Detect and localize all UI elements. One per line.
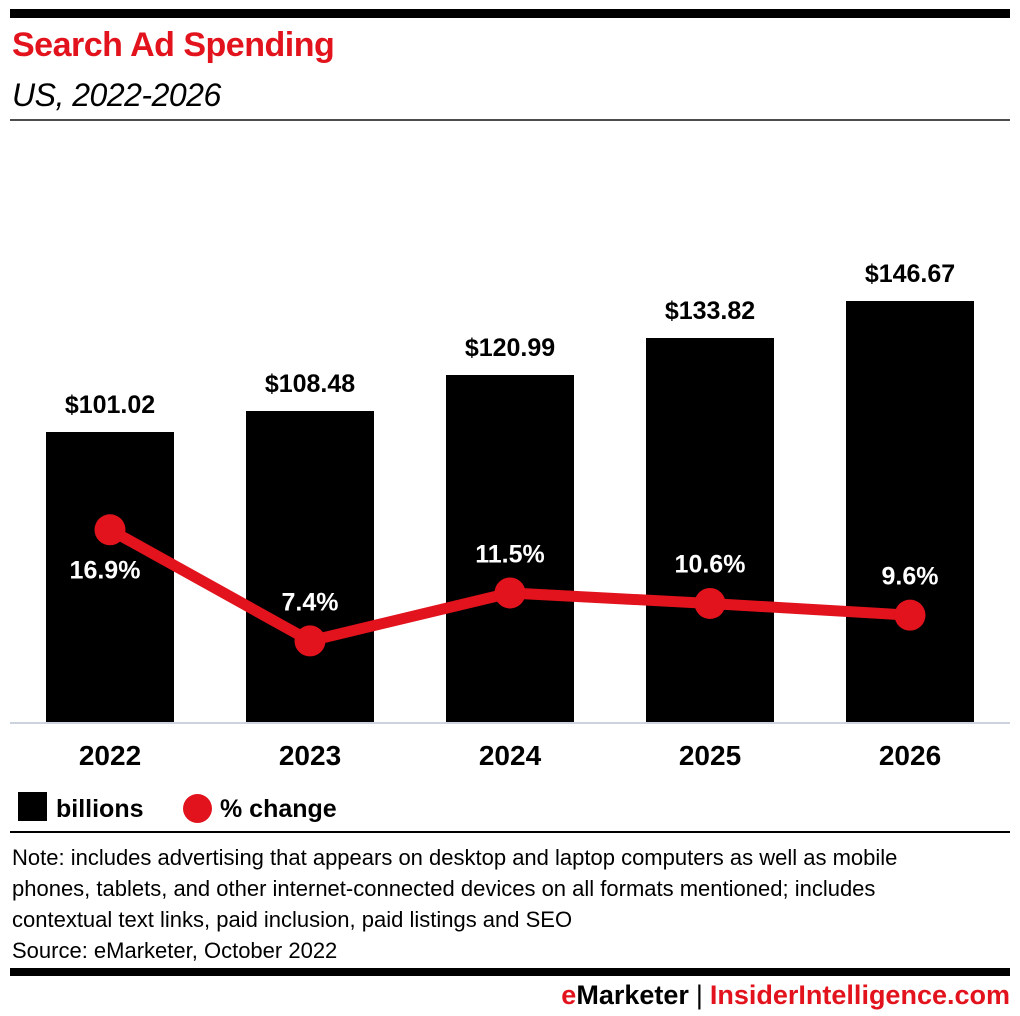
footer-separator: |: [695, 980, 703, 1010]
bar-2025: [646, 337, 774, 722]
top-accent-bar: [10, 9, 1010, 18]
pct-change-label-2025: 10.6%: [674, 550, 746, 579]
pct-change-label-2026: 9.6%: [881, 562, 939, 591]
pct-change-label-2024: 11.5%: [475, 540, 545, 569]
chart-note: Note: includes advertising that appears …: [12, 842, 1002, 935]
legend-swatch-billions: [18, 792, 47, 821]
pct-change-label-2022: 16.9%: [69, 556, 141, 585]
x-axis-tick-2026: 2026: [878, 740, 942, 771]
x-axis-tick-2023: 2023: [278, 740, 342, 771]
brand-emarketer-rest: Marketer: [576, 980, 689, 1010]
note-line-1: Note: includes advertising that appears …: [12, 845, 898, 870]
bar-value-label-2025: $133.82: [664, 296, 756, 325]
footer-site-link[interactable]: InsiderIntelligence.com: [709, 980, 1010, 1010]
bar-value-label-2026: $146.67: [864, 260, 956, 289]
x-axis-tick-2025: 2025: [678, 740, 742, 771]
bar-2026: [846, 301, 974, 722]
legend-label-pct-change: % change: [220, 795, 337, 823]
footer-branding: eMarketer | InsiderIntelligence.com: [561, 980, 1010, 1011]
legend-divider: [10, 831, 1010, 833]
bar-2023: [246, 410, 374, 722]
legend-swatch-pct-change: [183, 794, 212, 823]
legend-label-billions: billions: [56, 795, 144, 823]
chart-title: Search Ad Spending: [12, 26, 335, 64]
pct-change-label-2023: 7.4%: [281, 588, 339, 617]
chart-source: Source: eMarketer, October 2022: [12, 938, 338, 963]
note-line-3: contextual text links, paid inclusion, p…: [12, 907, 573, 932]
header-divider: [10, 119, 1010, 121]
x-axis-tick-2022: 2022: [78, 740, 142, 771]
bar-value-label-2022: $101.02: [64, 391, 156, 420]
x-axis-tick-2024: 2024: [478, 740, 542, 771]
x-axis-line: [10, 722, 1010, 724]
note-line-2: phones, tablets, and other internet-conn…: [12, 876, 876, 901]
chart-subtitle: US, 2022-2026: [12, 77, 221, 113]
footer-divider: [10, 968, 1010, 976]
brand-emarketer-e: e: [561, 980, 577, 1010]
bar-value-label-2023: $108.48: [264, 369, 356, 398]
bar-value-label-2024: $120.99: [464, 333, 556, 362]
